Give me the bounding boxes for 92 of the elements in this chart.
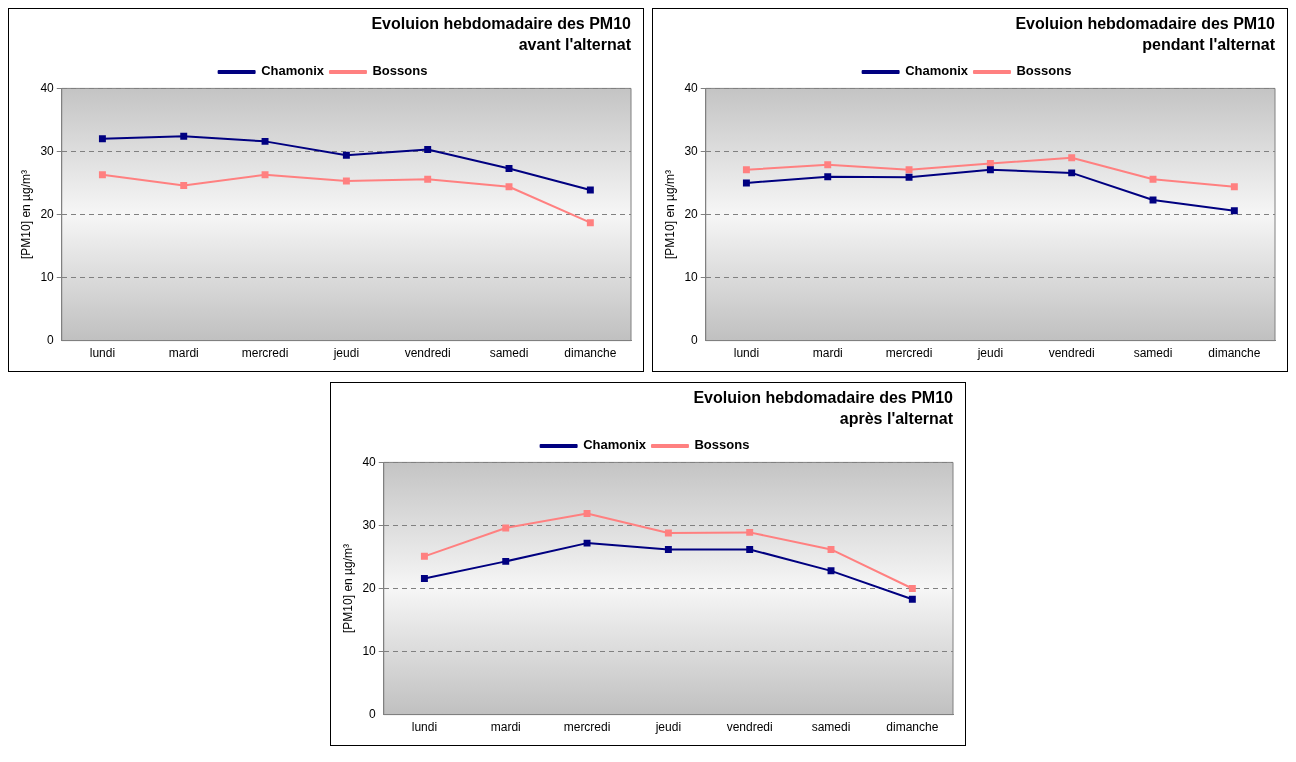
point	[746, 545, 754, 553]
point	[180, 132, 188, 140]
point	[586, 186, 594, 194]
x-tick-label: mercredi	[241, 346, 289, 361]
x-tick-label: vendredi	[404, 346, 451, 361]
point	[98, 135, 106, 143]
point	[986, 166, 994, 174]
x-tick-label: mardi	[490, 720, 521, 735]
legend-label: Bossons	[694, 437, 750, 453]
x-tick-label: jeudi	[976, 346, 1004, 361]
x-tick-label: dimanche	[564, 346, 617, 361]
point	[420, 574, 428, 582]
y-tick-label: 0	[691, 332, 699, 347]
x-tick-label: lundi	[733, 346, 760, 361]
y-tick-label: 20	[362, 580, 377, 595]
point	[505, 183, 513, 191]
chart-subtitle: après l'alternat	[839, 410, 954, 428]
y-tick-label: 20	[40, 206, 55, 221]
point	[1068, 169, 1076, 177]
y-axis-title: [PM10] en µg/m³	[18, 170, 33, 259]
x-tick-label: lundi	[411, 720, 438, 735]
x-tick-label: vendredi	[726, 720, 773, 735]
point	[905, 173, 913, 181]
legend-label: Chamonix	[905, 63, 969, 79]
y-axis-title: [PM10] en µg/m³	[662, 170, 677, 259]
y-tick-label: 10	[40, 269, 55, 284]
x-tick-label: lundi	[89, 346, 116, 361]
point	[342, 177, 350, 185]
y-tick-label: 30	[40, 143, 55, 158]
x-tick-label: mercredi	[563, 720, 611, 735]
x-tick-label: mardi	[168, 346, 199, 361]
point	[180, 182, 188, 189]
y-tick-label: 40	[684, 80, 699, 95]
y-tick-label: 10	[684, 269, 699, 284]
point	[420, 552, 428, 560]
x-tick-label: vendredi	[1048, 346, 1095, 361]
point	[261, 137, 269, 145]
point	[908, 585, 916, 592]
y-tick-label: 20	[684, 206, 699, 221]
chart-subtitle: avant l'alternat	[518, 36, 632, 54]
legend-label: Chamonix	[261, 63, 325, 79]
x-tick-label: samedi	[1133, 346, 1173, 361]
point	[742, 166, 750, 174]
y-tick-label: 0	[47, 332, 55, 347]
point	[1068, 154, 1076, 162]
y-tick-label: 10	[362, 643, 377, 658]
point	[664, 545, 672, 553]
point	[827, 567, 835, 575]
point	[502, 524, 510, 532]
x-tick-label: jeudi	[654, 720, 682, 735]
y-tick-label: 30	[362, 517, 377, 532]
point	[98, 171, 106, 179]
point	[1149, 175, 1157, 183]
point	[824, 161, 832, 169]
point	[502, 557, 510, 565]
point	[586, 219, 594, 227]
y-tick-label: 40	[362, 454, 377, 469]
x-tick-label: jeudi	[332, 346, 360, 361]
point	[986, 159, 994, 167]
point	[583, 510, 591, 517]
chart-title: Evoluion hebdomadaire des PM10	[371, 15, 632, 33]
x-tick-label: samedi	[811, 720, 851, 735]
y-tick-label: 40	[40, 80, 55, 95]
x-tick-label: mercredi	[885, 346, 933, 361]
point	[664, 529, 672, 537]
point	[1230, 207, 1238, 215]
y-tick-label: 0	[369, 706, 377, 721]
point	[746, 528, 754, 536]
x-tick-label: dimanche	[1208, 346, 1261, 361]
x-tick-label: mardi	[812, 346, 843, 361]
point	[505, 165, 513, 172]
y-tick-label: 30	[684, 143, 699, 158]
chart-title: Evoluion hebdomadaire des PM10	[1015, 15, 1276, 33]
point	[827, 545, 835, 553]
legend-label: Bossons	[1016, 63, 1072, 79]
chart-subtitle: pendant l'alternat	[1142, 36, 1276, 54]
point	[261, 171, 269, 179]
legend-label: Bossons	[372, 63, 428, 79]
point	[424, 175, 432, 183]
point	[424, 146, 432, 154]
y-axis-title: [PM10] en µg/m³	[340, 544, 355, 633]
point	[905, 166, 913, 174]
point	[908, 595, 916, 603]
point	[342, 151, 350, 159]
point	[583, 539, 591, 547]
legend-label: Chamonix	[583, 437, 647, 453]
chart-title: Evoluion hebdomadaire des PM10	[693, 389, 954, 407]
point	[1230, 183, 1238, 191]
x-tick-label: dimanche	[886, 720, 939, 735]
x-tick-label: samedi	[489, 346, 529, 361]
point	[824, 173, 832, 181]
point	[742, 179, 750, 187]
